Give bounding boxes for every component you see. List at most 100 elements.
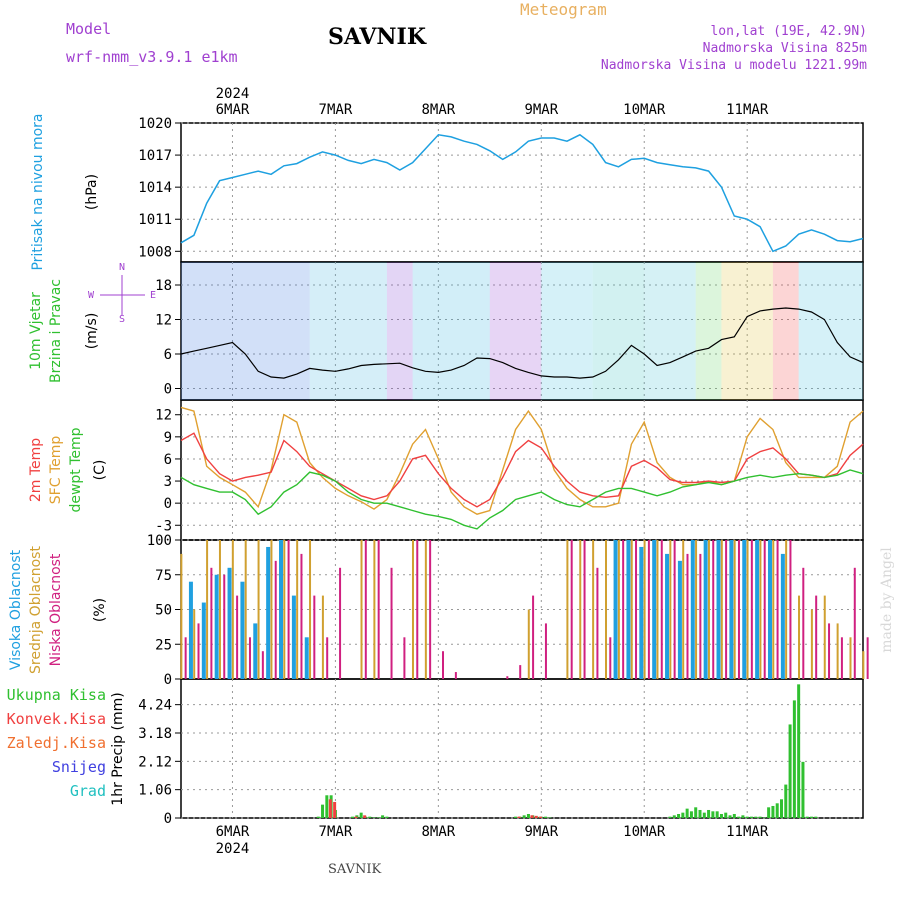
mid-cloud-bar [617,540,620,679]
top-date-tick: 8MAR [421,102,455,118]
low-cloud-bar [750,540,753,679]
total-precip-bar [711,811,715,818]
y-tick-label: 6 [164,347,172,363]
wind-axis-label-2: Brzina i Pravac [48,279,64,383]
product-title: Meteogram [520,0,607,19]
mid-cloud-bar [862,651,865,679]
mid-cloud-bar [206,540,209,679]
mid-cloud-bar [772,540,775,679]
elevation-label: Nadmorska Visina 825m [702,41,867,56]
cloud-unit-label: (%) [92,598,108,622]
total-precip-bar [749,816,753,818]
low-cloud-bar [596,567,599,679]
mid-cloud-bar [180,553,183,679]
high-cloud-bar [639,546,644,679]
mid-cloud-bar [823,595,826,679]
total-precip-bar [325,795,329,818]
mid-cloud-bar [733,540,736,679]
low-cloud-bar [815,595,818,679]
compass-north: N [119,262,125,273]
mid-cloud-bar [424,540,427,679]
mid-cloud-bar [566,540,569,679]
conv-precip-bar [530,815,534,818]
conv-precip-bar [363,815,367,818]
y-tick-label: 1017 [138,148,172,164]
mid-cloud-bar [231,540,234,679]
footer-station: SAVNIK [328,862,382,877]
total-precip-bar [351,816,355,818]
wind-field-band [412,262,490,400]
conv-precip-bar [539,816,543,818]
mid-cloud-bar [579,540,582,679]
wind-field-band [309,262,387,400]
mid-cloud-bar [321,595,324,679]
y-tick-label: 12 [155,408,172,424]
low-cloud-bar [609,637,612,679]
total-precip-bar [707,809,711,818]
low-cloud-axis-label: Niska Oblacnost [48,553,64,666]
y-tick-label: 18 [155,278,172,294]
mid-cloud-bar [669,540,672,679]
top-date-tick: 11MAR [726,102,769,118]
precip-unit-label: 1hr Precip (mm) [110,692,126,805]
low-cloud-bar [364,540,367,679]
legend-frozen-precip: Zaledj.Kisa [7,734,106,752]
bottom-date-tick: 7MAR [319,824,353,840]
temp-unit-label: (C) [92,460,108,481]
low-cloud-bar [506,676,509,679]
low-cloud-bar [390,567,393,679]
high-cloud-bar [279,540,284,679]
low-cloud-bar [840,637,843,679]
total-precip-bar [381,815,385,818]
low-cloud-bar [223,574,226,679]
high-cloud-bar [742,540,747,679]
low-cloud-bar [853,567,856,679]
high-cloud-bar [188,581,193,679]
lonlat-label: lon,lat (19E, 42.9N) [710,24,867,39]
total-precip-bar [689,811,693,818]
mid-cloud-bar [244,540,247,679]
low-cloud-bar [403,637,406,679]
total-precip-bar [775,803,779,818]
mid-cloud-bar [849,637,852,679]
total-precip-bar [316,816,320,818]
conv-precip-bar [328,799,332,818]
low-cloud-bar [622,540,625,679]
low-cloud-bar [635,540,638,679]
mid-cloud-bar [411,540,414,679]
compass-west: W [88,290,95,301]
low-cloud-bar [313,595,316,679]
low-cloud-bar [866,637,869,679]
y-tick-label: 0 [164,382,172,398]
y-tick-label: 1020 [138,116,172,132]
total-precip-bar [814,816,818,818]
total-precip-bar [771,805,775,818]
legend-graupel: Grad [70,782,106,800]
sfc-temp-line [180,406,864,515]
total-precip-bar [758,816,762,818]
total-precip-bar [702,812,706,818]
high-cloud-bar [755,540,760,679]
top-date-tick: 6MAR [216,102,250,118]
mid-cloud-bar [630,540,633,679]
mid-cloud-bar [360,540,363,679]
conv-precip-bar [517,816,521,818]
low-cloud-bar [532,595,535,679]
total-precip-bar [810,816,814,818]
dewpt-line [180,469,864,530]
total-precip-bar [805,816,809,818]
high-cloud-bar [291,595,296,679]
high-cloud-bar [780,553,785,679]
pressure-line [180,133,864,253]
low-cloud-bar [686,553,689,679]
low-cloud-bar [544,623,547,679]
low-cloud-bar [737,540,740,679]
total-precip-bar [788,724,792,818]
low-cloud-bar [570,540,573,679]
mid-cloud-bar [695,540,698,679]
total-precip-bar [792,700,796,818]
bottom-date-tick: 8MAR [421,824,455,840]
wind-field-band [541,262,593,400]
temp2m-line [180,432,864,508]
total-precip-bar [737,816,741,818]
